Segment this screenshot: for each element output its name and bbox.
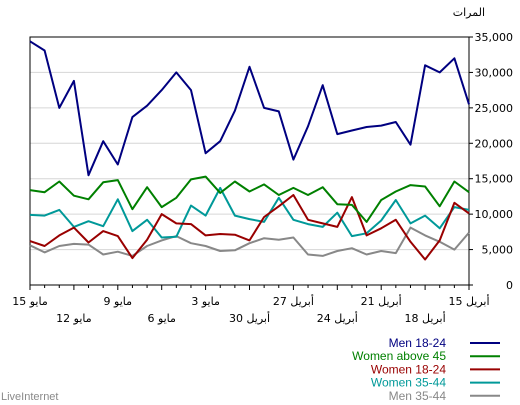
y-tick-label: 20,000: [475, 137, 514, 150]
x-tick-label: 15 أبريل: [448, 294, 489, 308]
x-tick-label: 3 مايو: [191, 295, 220, 308]
x-tick-label: 9 مايو: [104, 295, 133, 308]
credit-text: LiveInternet: [1, 391, 58, 403]
series-line-women-above-45: [29, 175, 470, 223]
y-axis-title: المرات: [453, 6, 485, 19]
x-tick-label: 18 أبريل: [405, 311, 446, 325]
y-tick-label: 25,000: [475, 102, 514, 115]
x-tick-label: 15 مايو: [12, 295, 48, 308]
series-line-men-18-24: [29, 40, 470, 177]
legend-label: Women 35-44: [371, 376, 446, 390]
y-tick-label: 0: [506, 279, 513, 292]
legend-label: Women above 45: [352, 349, 446, 363]
y-tick-label: 35,000: [475, 31, 514, 44]
y-tick-label: 5,000: [482, 244, 514, 257]
series-line-women-18-24: [29, 194, 470, 261]
legend-label: Women 18-24: [371, 362, 446, 376]
series-line-men-35-44: [29, 226, 470, 257]
y-tick-label: 15,000: [475, 173, 514, 186]
x-tick-label: 27 أبريل: [273, 294, 314, 308]
series-line-women-35-44: [29, 186, 470, 239]
plot-frame: [29, 36, 470, 286]
y-tick-label: 30,000: [475, 66, 514, 79]
y-axis: 0 5,000 10,000 15,000 20,000 25,000 30,000 35,0…: [469, 31, 513, 292]
x-tick-label: 6 مايو: [147, 312, 176, 325]
series-lines: [29, 40, 470, 261]
y-tick-label: 10,000: [475, 208, 514, 221]
legend-label: Men 35-44: [389, 389, 447, 403]
legend-label: Men 18-24: [389, 336, 447, 350]
x-tick-label: 30 أبريل: [229, 311, 270, 325]
x-tick-label: 12 مايو: [56, 312, 92, 325]
x-tick-label: 24 أبريل: [317, 311, 358, 325]
x-tick-label: 21 أبريل: [361, 294, 402, 308]
